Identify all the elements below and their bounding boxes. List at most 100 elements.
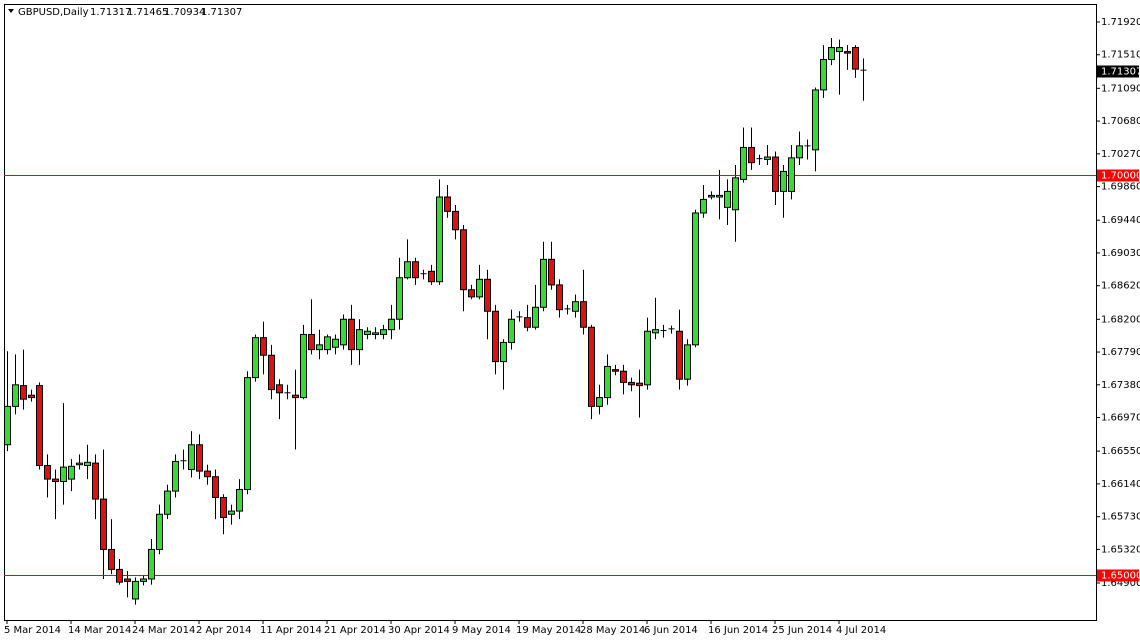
y-tick-label: 1.69440 <box>1101 215 1140 226</box>
candle-body <box>148 548 155 580</box>
y-tick-label: 1.64900 <box>1101 578 1140 589</box>
candle-body <box>476 278 483 298</box>
candle-body <box>748 146 755 164</box>
level-label: 1.70000 <box>1101 171 1140 182</box>
candle-body <box>636 382 643 387</box>
candle-body <box>604 365 611 399</box>
x-tick-label: 16 Jun 2014 <box>708 625 768 636</box>
candle-body <box>412 261 419 279</box>
candle-body <box>716 194 723 198</box>
y-tick-label: 1.67790 <box>1101 347 1140 358</box>
candle-body <box>540 258 547 308</box>
candle-body <box>572 301 579 312</box>
level-label-box <box>1097 169 1139 182</box>
header-high: 1.71465 <box>127 7 168 18</box>
candle-body <box>76 462 83 466</box>
candle-body <box>524 317 531 328</box>
candle-body <box>580 301 587 328</box>
current-price-box <box>1097 65 1139 78</box>
candle-body <box>548 258 555 286</box>
candle-body <box>364 330 371 335</box>
candle-body <box>132 580 139 600</box>
candle-body <box>228 510 235 515</box>
y-tick-label: 1.68200 <box>1101 314 1140 325</box>
y-tick-label: 1.70270 <box>1101 149 1140 160</box>
candle-body <box>588 326 595 407</box>
x-tick-label: 19 May 2014 <box>516 625 581 636</box>
y-tick-label: 1.67380 <box>1101 380 1140 391</box>
candle-body <box>108 548 115 570</box>
current-price-label: 1.71307 <box>1101 67 1140 78</box>
candle-body <box>428 270 435 283</box>
candle-body <box>844 51 851 54</box>
plot-frame <box>4 4 1097 621</box>
candle-body <box>300 333 307 399</box>
candle-body <box>12 384 19 407</box>
candle-body <box>60 466 67 483</box>
candle-body <box>732 177 739 211</box>
candle-body <box>44 465 51 480</box>
candle-body <box>388 318 395 331</box>
candle-body <box>708 194 715 198</box>
header-close: 1.71307 <box>201 7 242 18</box>
x-tick-label: 2 Apr 2014 <box>196 625 251 636</box>
x-tick-label: 9 May 2014 <box>452 625 511 636</box>
candle-body <box>404 261 411 279</box>
candle-body <box>92 462 99 500</box>
candle-body <box>444 196 451 212</box>
candle-body <box>356 329 363 351</box>
candle-body <box>212 476 219 498</box>
candle-body <box>652 329 659 334</box>
y-tick-label: 1.69030 <box>1101 248 1140 259</box>
candle-body <box>556 284 563 311</box>
candle-body <box>612 369 619 372</box>
candle-body <box>332 338 339 348</box>
menu-arrow[interactable] <box>8 9 14 13</box>
candle-body <box>620 370 627 383</box>
candle-body <box>252 337 259 379</box>
candle-body <box>828 47 835 61</box>
x-tick-label: 5 Mar 2014 <box>4 625 61 636</box>
candle-body <box>820 59 827 91</box>
x-tick-label: 30 Apr 2014 <box>388 625 450 636</box>
x-tick-label: 14 Mar 2014 <box>68 625 131 636</box>
x-tick-label: 4 Jul 2014 <box>836 625 886 636</box>
candle-body <box>772 156 779 192</box>
candle-body <box>452 210 459 231</box>
x-tick-label: 6 Jun 2014 <box>644 625 698 636</box>
candle-body <box>340 318 347 346</box>
candle-body <box>204 470 211 478</box>
candle-body <box>68 465 75 480</box>
x-tick-label: 21 Apr 2014 <box>324 625 386 636</box>
candle-body <box>380 329 387 335</box>
candle-body <box>500 341 507 363</box>
candle-body <box>244 377 251 490</box>
candle-body <box>20 385 27 400</box>
header-low: 1.70934 <box>164 7 205 18</box>
candle-body <box>156 513 163 550</box>
candle-body <box>124 578 131 582</box>
y-tick-label: 1.70680 <box>1101 116 1140 127</box>
candle-body <box>100 498 107 550</box>
candle-body <box>460 229 467 291</box>
y-tick-label: 1.66140 <box>1101 479 1140 490</box>
candle-body <box>484 278 491 312</box>
candle-body <box>852 47 859 70</box>
candle-body <box>764 156 771 160</box>
y-tick-label: 1.65320 <box>1101 544 1140 555</box>
candle-body <box>836 47 843 53</box>
candle-body <box>36 385 43 467</box>
candle-body <box>692 212 699 346</box>
candle-body <box>276 384 283 394</box>
candle-body <box>188 444 195 471</box>
header-open: 1.71317 <box>90 7 131 18</box>
y-tick-label: 1.66550 <box>1101 446 1140 457</box>
candle-body <box>780 170 787 192</box>
x-tick-label: 24 Mar 2014 <box>132 625 195 636</box>
candle-body <box>84 461 91 467</box>
candle-body <box>140 578 147 582</box>
candle-body <box>260 337 267 356</box>
candle-body <box>684 344 691 380</box>
y-tick-label: 1.66970 <box>1101 413 1140 424</box>
